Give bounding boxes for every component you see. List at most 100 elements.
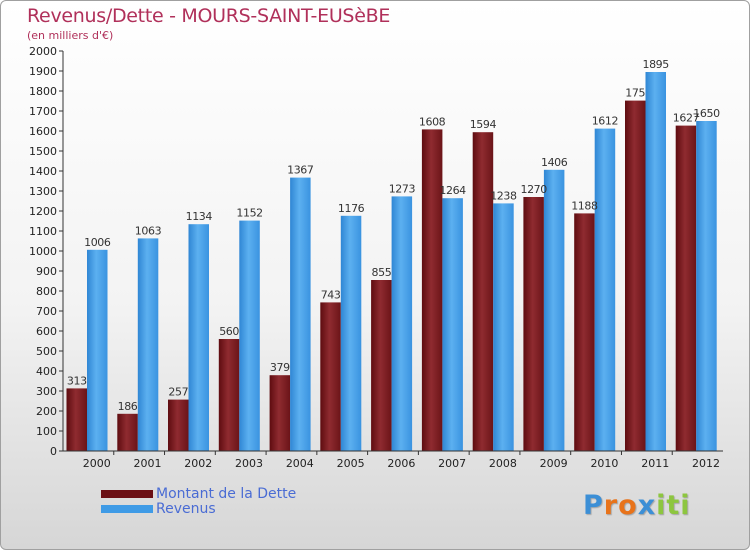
- bar-dette: [218, 339, 240, 451]
- data-label-dette: 1188: [571, 199, 598, 212]
- bar-revenus: [137, 238, 159, 451]
- data-label-dette: 379: [270, 361, 290, 374]
- bar-dette: [269, 375, 291, 451]
- data-label-revenus: 1612: [592, 115, 618, 128]
- data-label-revenus: 1238: [490, 189, 517, 202]
- data-label-revenus: 1134: [186, 210, 213, 223]
- y-tick-label: 900: [36, 265, 57, 278]
- x-tick-label: 2004: [286, 457, 314, 470]
- logo-letter: t: [666, 490, 681, 521]
- data-label-dette: 1627: [673, 112, 700, 125]
- data-label-revenus: 1367: [287, 164, 314, 177]
- bar-revenus: [239, 220, 260, 451]
- x-tick-label: 2005: [337, 457, 365, 470]
- data-label-revenus: 1006: [84, 236, 111, 249]
- y-tick-label: 1500: [29, 145, 57, 158]
- bar-revenus: [594, 128, 616, 451]
- logo-letter: o: [618, 490, 638, 521]
- y-tick-label: 700: [36, 305, 57, 318]
- x-tick-label: 2012: [692, 457, 720, 470]
- bar-dette: [320, 302, 341, 451]
- y-tick-label: 1800: [29, 85, 57, 98]
- y-tick-label: 1200: [29, 205, 57, 218]
- data-label-dette: 743: [321, 288, 341, 301]
- data-label-revenus: 1264: [439, 184, 466, 197]
- proxiti-logo: Proxiti: [583, 490, 691, 521]
- x-tick-label: 2002: [184, 457, 212, 470]
- data-label-revenus: 1406: [541, 156, 568, 169]
- chart-subtitle: (en milliers d'€): [27, 29, 114, 42]
- data-label-dette: 175: [625, 87, 645, 100]
- x-tick-label: 2007: [438, 457, 466, 470]
- bar-revenus: [290, 177, 311, 451]
- x-tick-label: 2000: [83, 457, 111, 470]
- legend-label-revenus: Revenus: [156, 501, 216, 517]
- x-tick-label: 2011: [641, 457, 669, 470]
- logo-letter: x: [637, 490, 657, 521]
- y-tick-label: 1900: [29, 65, 57, 78]
- x-tick-label: 2003: [235, 457, 263, 470]
- y-tick-label: 1100: [29, 225, 57, 238]
- bar-dette: [472, 132, 494, 451]
- y-tick-label: 500: [36, 345, 57, 358]
- y-tick-label: 1400: [29, 165, 57, 178]
- data-label-dette: 186: [118, 400, 138, 413]
- bar-dette: [625, 100, 646, 451]
- bar-dette: [66, 388, 87, 451]
- legend-swatch-dette: [101, 490, 153, 498]
- logo-letter: i: [680, 490, 691, 521]
- data-label-dette: 313: [67, 374, 87, 387]
- bar-dette: [168, 399, 189, 451]
- bar-revenus: [442, 198, 463, 451]
- x-tick-label: 2009: [540, 457, 568, 470]
- data-label-dette: 1608: [419, 115, 446, 128]
- y-tick-label: 1700: [29, 105, 57, 118]
- bar-dette: [675, 125, 697, 451]
- data-label-dette: 855: [372, 266, 392, 279]
- logo-letter: i: [656, 490, 667, 521]
- bar-revenus: [188, 224, 209, 451]
- bar-revenus: [87, 249, 108, 451]
- bar-dette: [117, 413, 138, 451]
- chart-title: Revenus/Dette - MOURS-SAINT-EUSèBE: [27, 5, 391, 27]
- y-tick-label: 400: [36, 365, 57, 378]
- bar-dette: [574, 213, 595, 451]
- data-label-dette: 1594: [470, 118, 497, 131]
- y-tick-label: 300: [36, 385, 57, 398]
- data-label-revenus: 1176: [338, 202, 365, 215]
- y-tick-label: 1000: [29, 245, 57, 258]
- y-tick-label: 1300: [29, 185, 57, 198]
- y-tick-label: 800: [36, 285, 57, 298]
- bar-revenus: [696, 121, 717, 451]
- bar-revenus: [493, 203, 514, 451]
- y-tick-label: 100: [36, 425, 57, 438]
- logo-letter: r: [603, 490, 619, 521]
- bar-revenus: [543, 169, 565, 452]
- y-tick-label: 0: [50, 445, 57, 458]
- bar-revenus: [391, 196, 413, 451]
- x-tick-label: 2001: [134, 457, 162, 470]
- data-label-revenus: 1650: [693, 107, 720, 120]
- data-label-dette: 1270: [520, 183, 547, 196]
- x-tick-label: 2010: [590, 457, 618, 470]
- bar-revenus: [340, 215, 362, 451]
- x-tick-label: 2008: [489, 457, 517, 470]
- y-tick-label: 200: [36, 405, 57, 418]
- bar-dette: [523, 197, 544, 451]
- data-label-dette: 560: [219, 325, 239, 338]
- bar-dette: [371, 280, 392, 451]
- y-tick-label: 2000: [29, 45, 57, 58]
- data-label-revenus: 1152: [236, 207, 262, 220]
- data-label-revenus: 1273: [389, 182, 416, 195]
- x-tick-label: 2006: [387, 457, 415, 470]
- data-label-dette: 257: [168, 386, 188, 399]
- logo-letter: P: [583, 490, 604, 521]
- legend-swatch-revenus: [101, 505, 153, 513]
- legend-label-dette: Montant de la Dette: [156, 486, 297, 502]
- bar-dette: [421, 129, 443, 451]
- bar-revenus: [645, 72, 666, 451]
- y-tick-label: 600: [36, 325, 57, 338]
- y-tick-label: 1600: [29, 125, 57, 138]
